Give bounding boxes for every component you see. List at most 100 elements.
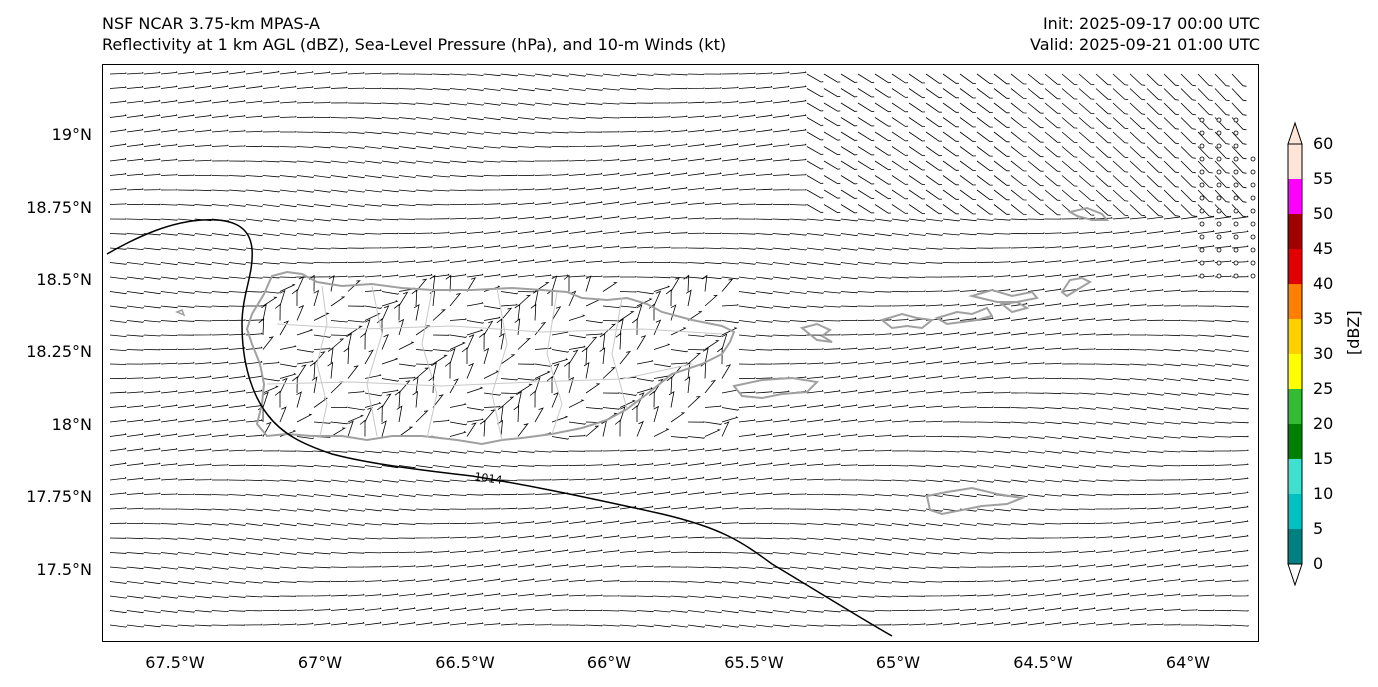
- wind-barb: [279, 465, 297, 467]
- wind-barb: [1146, 549, 1164, 553]
- wind-barb: [1112, 175, 1129, 187]
- wind-barb: [500, 131, 518, 135]
- wind-barb: [551, 478, 569, 481]
- wind-barb: [959, 88, 976, 99]
- wind-barb: [1112, 493, 1130, 496]
- wind-barb: [381, 117, 399, 120]
- wind-barb: [177, 463, 195, 466]
- wind-barb: [857, 479, 875, 481]
- wind-barb: [942, 189, 959, 200]
- wind-barb: [925, 566, 943, 569]
- wind-barb: [177, 276, 195, 280]
- wind-barb: [534, 131, 552, 134]
- wind-barb: [755, 581, 773, 585]
- wind-barb: [109, 433, 127, 437]
- wind-barb: [1231, 435, 1249, 438]
- wind-barb: [721, 72, 739, 75]
- wind-barb: [976, 131, 993, 142]
- wind-barb: [245, 449, 263, 452]
- wind-barb: [415, 325, 431, 336]
- wind-barb: [684, 376, 691, 394]
- wind-barb: [585, 564, 603, 568]
- wind-barb: [568, 259, 586, 263]
- wind-barb: [449, 146, 467, 149]
- wind-barb: [194, 537, 212, 541]
- wind-barb: [1163, 146, 1179, 159]
- wind-barb: [670, 520, 688, 524]
- wind-barb: [1163, 436, 1181, 439]
- wind-barb: [432, 146, 450, 150]
- wind-barb: [245, 262, 263, 265]
- wind-barb: [636, 143, 654, 147]
- wind-barb: [347, 552, 365, 554]
- wind-barb: [942, 494, 960, 498]
- wind-barb: [908, 160, 926, 171]
- wind-barb: [1027, 607, 1045, 611]
- wind-barb: [1129, 421, 1147, 425]
- wind-barb: [959, 204, 976, 215]
- wind-barb: [211, 523, 229, 526]
- wind-barb: [1231, 73, 1247, 87]
- wind-barb: [483, 244, 501, 249]
- wind-barb: [585, 594, 603, 597]
- wind-barb: [330, 479, 348, 483]
- wind-barb: [381, 565, 399, 568]
- wind-barb: [874, 552, 892, 556]
- wind-barb: [211, 276, 229, 280]
- wind-barb: [602, 549, 620, 553]
- wind-barb: [738, 581, 756, 584]
- wind-barb: [483, 160, 501, 163]
- wind-barb: [466, 578, 484, 582]
- wind-barb: [772, 233, 790, 236]
- wind-barb: [228, 610, 246, 612]
- wind-barb: [143, 418, 161, 423]
- wind-barb: [347, 305, 365, 307]
- wind-barb: [772, 128, 790, 133]
- wind-barb: [551, 593, 569, 597]
- wind-barb: [347, 494, 365, 498]
- wind-barb: [738, 157, 756, 162]
- wind-barb: [925, 450, 943, 453]
- coastline-jost-van-dyke: [968, 288, 1039, 303]
- wind-barb: [398, 232, 416, 234]
- wind-barb: [1112, 318, 1130, 321]
- wind-barb: [840, 276, 858, 280]
- wind-barb: [891, 479, 909, 482]
- wind-barb: [466, 450, 484, 454]
- wind-barb: [534, 578, 552, 582]
- wind-barb: [534, 173, 552, 176]
- wind-barb: [1214, 520, 1232, 524]
- wind-barb: [347, 204, 365, 207]
- wind-barb: [857, 102, 875, 112]
- lon-label-67: 67°W: [297, 653, 343, 672]
- wind-barb: [246, 305, 263, 307]
- wind-barb: [942, 390, 960, 394]
- wind-barb: [262, 189, 280, 193]
- wind-barb: [381, 579, 399, 582]
- wind-barb: [687, 311, 703, 321]
- lat-label-17-5: 17.5°N: [36, 560, 92, 579]
- wind-barb: [1129, 216, 1147, 220]
- wind-barb: [483, 535, 501, 539]
- wind-barb: [160, 114, 178, 118]
- wind-barb: [976, 274, 994, 278]
- wind-barb: [1010, 450, 1028, 454]
- wind-barb: [1197, 624, 1215, 626]
- wind-barb: [211, 581, 229, 584]
- wind-barb: [993, 331, 1011, 336]
- wind-barb: [636, 129, 654, 133]
- wind-barb: [653, 610, 671, 613]
- coastline-puerto-rico: [245, 270, 736, 446]
- wind-barb: [245, 276, 263, 279]
- wind-barb: [602, 172, 620, 176]
- colorbar-tick-label: 30: [1313, 344, 1334, 363]
- wind-barb: [478, 332, 485, 350]
- wind-barb: [1146, 608, 1164, 611]
- wind-barb: [704, 421, 722, 425]
- wind-barb: [925, 594, 943, 597]
- calm-wind-circle: [1199, 260, 1205, 266]
- wind-barb: [1129, 535, 1147, 539]
- wind-barb: [500, 174, 518, 177]
- wind-barb: [500, 507, 518, 510]
- wind-barb: [738, 114, 756, 118]
